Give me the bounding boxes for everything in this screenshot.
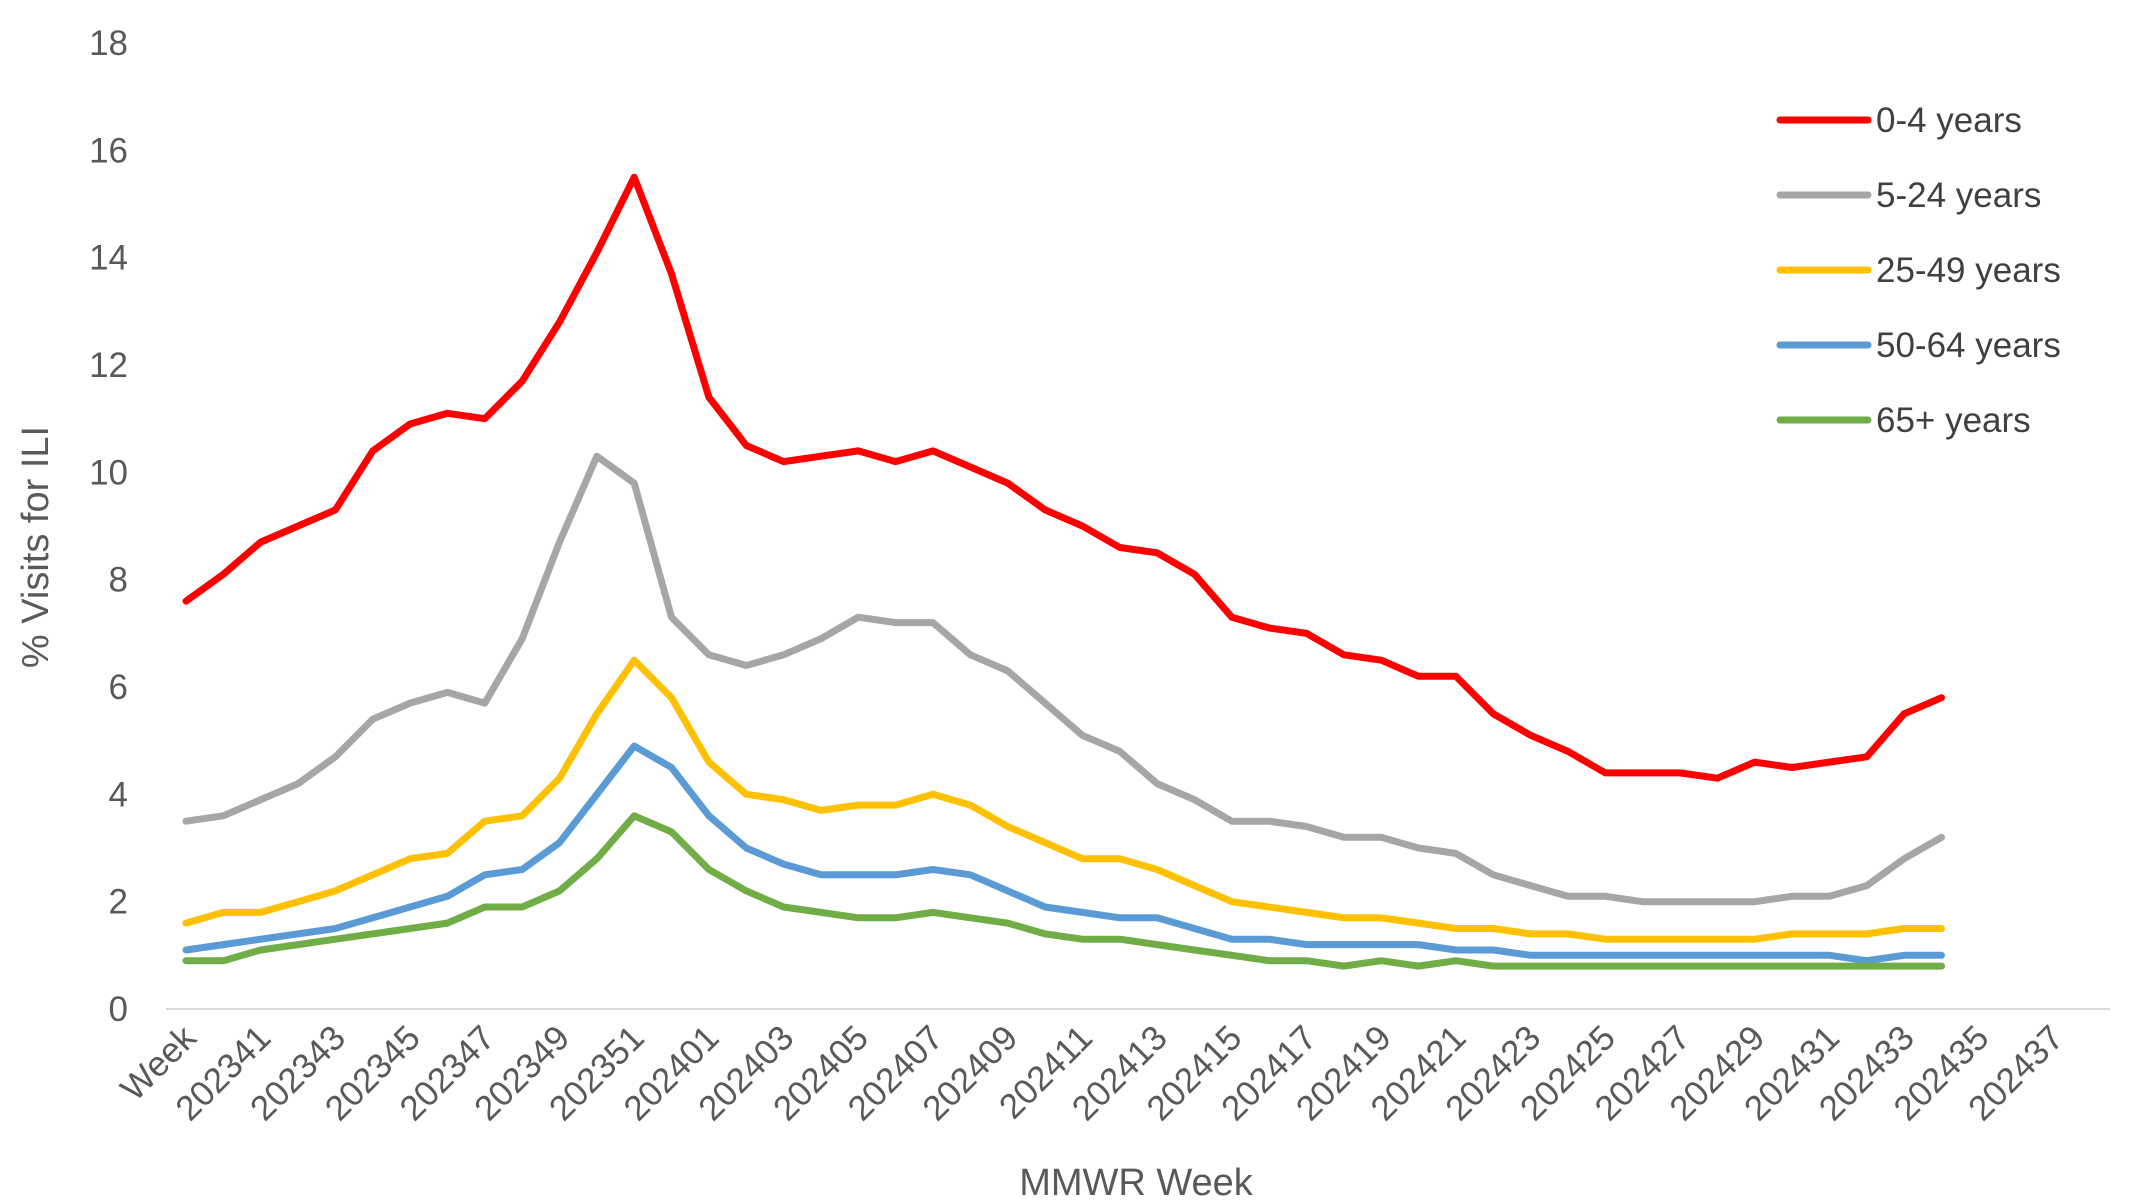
y-axis-title: % Visits for ILI: [15, 426, 57, 668]
series-lines: [182, 173, 1945, 970]
legend-label-3: 25-49 years: [1876, 251, 2061, 290]
legend-label-1: 0-4 years: [1876, 101, 2022, 140]
y-axis-ticks: 0 2 4 6 8 10 12 14 16 18: [89, 24, 128, 1029]
y-tick-label: 4: [109, 775, 128, 814]
legend-label-5: 65+ years: [1876, 401, 2031, 440]
series-line-5: [182, 812, 1945, 970]
y-tick-label: 0: [109, 990, 128, 1029]
x-axis-title: MMWR Week: [1019, 1162, 1254, 1202]
legend-label-2: 5-24 years: [1876, 176, 2041, 215]
y-tick-label: 10: [89, 453, 128, 492]
y-tick-label: 2: [109, 883, 128, 922]
series-line-2: [182, 452, 1945, 906]
series-line-1: [182, 173, 1945, 782]
y-tick-label: 16: [89, 131, 128, 170]
y-tick-label: 8: [109, 561, 128, 600]
y-tick-label: 18: [89, 24, 128, 63]
y-tick-label: 12: [89, 346, 128, 385]
y-tick-label: 6: [109, 668, 128, 707]
series-line-4: [182, 742, 1945, 965]
x-axis-ticks: Week202341202343202345202347202349202351…: [113, 1018, 2071, 1129]
series-line-3: [182, 656, 1945, 943]
legend: 0-4 years 5-24 years 25-49 years 50-64 year…: [1776, 101, 2061, 440]
y-tick-label: 14: [89, 239, 128, 278]
legend-label-4: 50-64 years: [1876, 326, 2061, 365]
